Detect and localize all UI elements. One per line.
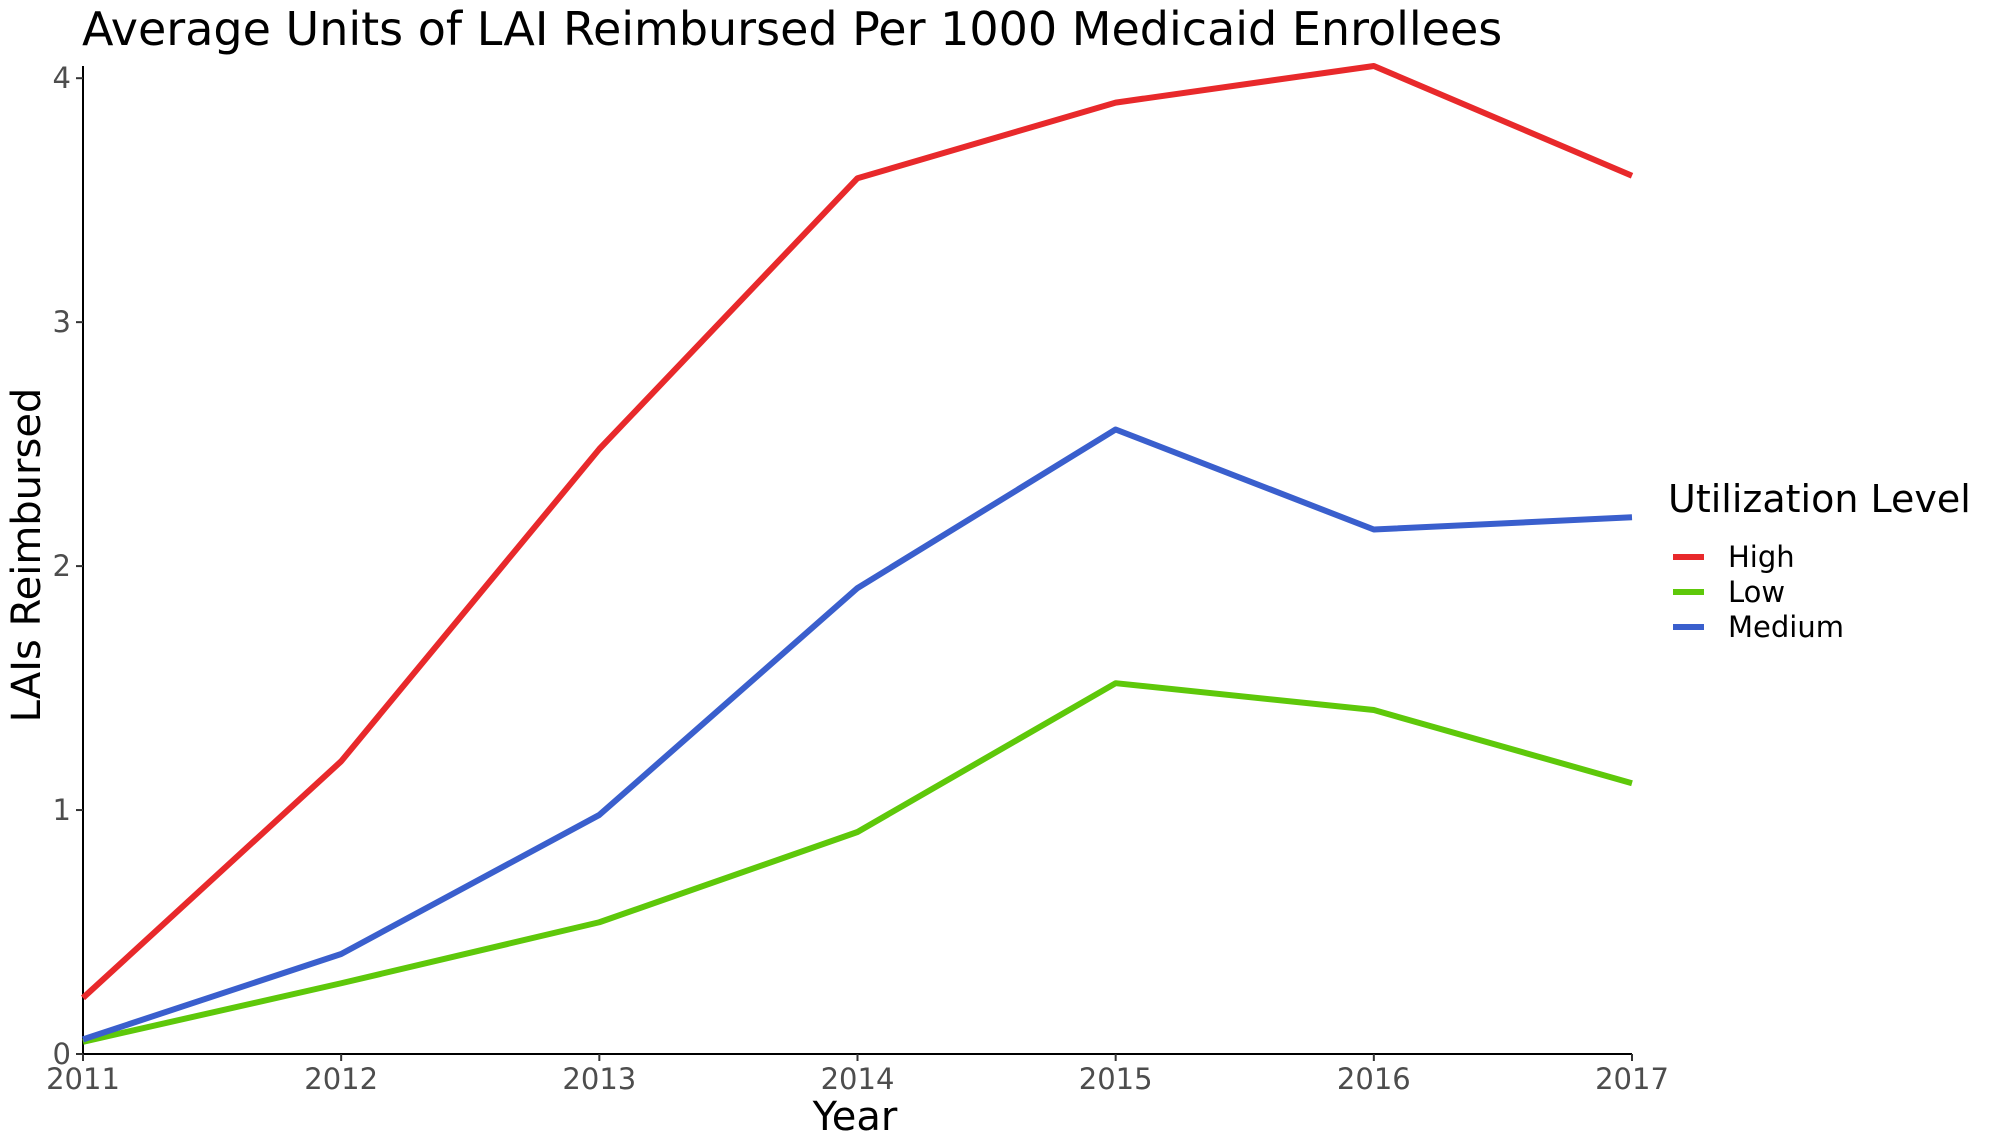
x-tick-label: 2011 (46, 1062, 120, 1096)
chart-title: Average Units of LAI Reimbursed Per 1000… (82, 2, 1502, 56)
series-line-low (82, 680, 1633, 1045)
x-tick-label: 2013 (562, 1062, 636, 1096)
y-tick-label: 3 (53, 305, 71, 339)
x-tick-label: 2017 (1595, 1062, 1669, 1096)
legend-label: Low (1728, 575, 1785, 609)
x-axis-ticks: 2011 2012 2013 2014 2015 2016 2017 (46, 1054, 1669, 1096)
legend-title: Utilization Level (1668, 477, 1971, 521)
y-tick-label: 2 (53, 549, 71, 583)
series-line-medium (82, 426, 1633, 1043)
x-axis-title: Year (812, 1094, 898, 1140)
y-tick-label: 1 (53, 793, 71, 827)
y-tick-label: 4 (53, 61, 71, 95)
legend-label: High (1728, 540, 1795, 574)
series-line-high (80, 63, 1634, 1001)
legend-item-high: High (1673, 540, 1795, 574)
x-tick-label: 2015 (1079, 1062, 1153, 1096)
x-tick-label: 2016 (1337, 1062, 1411, 1096)
series-lines (80, 63, 1634, 1045)
legend-item-low: Low (1673, 575, 1785, 609)
plot-area: 0 1 2 3 4 2011 2012 2013 2014 2015 2016 2017 (46, 61, 1669, 1096)
legend-item-medium: Medium (1673, 610, 1844, 644)
x-tick-label: 2014 (821, 1062, 895, 1096)
y-axis-ticks: 0 1 2 3 4 (53, 61, 83, 1071)
x-tick-label: 2012 (304, 1062, 378, 1096)
y-axis-title: LAIs Reimbursed (4, 388, 50, 723)
legend-label: Medium (1728, 610, 1844, 644)
y-tick-label: 0 (53, 1037, 71, 1071)
